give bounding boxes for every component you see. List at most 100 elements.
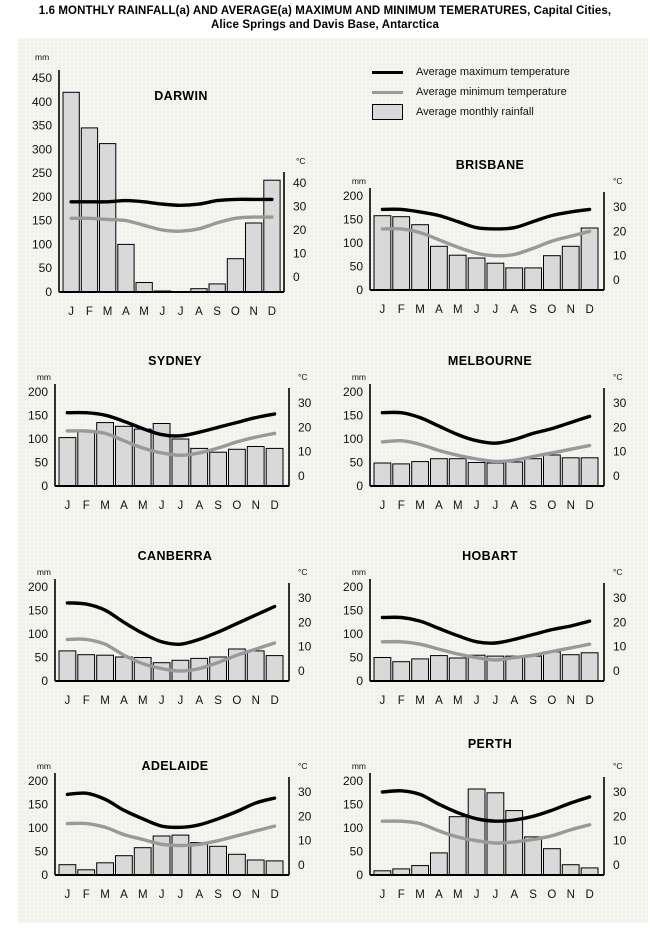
month-label: A: [195, 306, 203, 318]
rain-bar: [209, 451, 227, 487]
rain-bar: [208, 283, 226, 293]
legend-row-min-temp: Average minimum temperature: [372, 82, 638, 102]
mm-tick: 200: [343, 189, 363, 203]
month-label: A: [435, 889, 443, 901]
rainfall-bars: [373, 215, 599, 291]
temp-tick: 30: [613, 396, 627, 410]
rain-bar: [246, 650, 265, 682]
chart-melbourne: MELBOURNE 0 50 100 150 200 0 10 20 30 mm °C J F M A M J J A…: [340, 344, 640, 514]
month-label: J: [493, 304, 499, 316]
temp-tick: 0: [298, 469, 305, 483]
rain-bar: [58, 864, 77, 876]
mm-tick-labels: 0 50 100 150 200: [28, 774, 48, 882]
rain-bar: [543, 454, 561, 487]
month-label: J: [474, 304, 480, 316]
temp-tick: 10: [613, 445, 627, 459]
month-label: O: [232, 889, 241, 901]
month-label: F: [398, 695, 405, 707]
month-label: D: [585, 304, 593, 316]
mm-tick: 150: [28, 798, 48, 812]
month-label: A: [122, 306, 130, 318]
mm-tick: 100: [343, 627, 363, 641]
month-label: S: [529, 500, 537, 512]
month-label: N: [567, 500, 575, 512]
mm-tick: 150: [343, 604, 363, 618]
rain-bar: [430, 655, 448, 682]
mm-tick: 0: [45, 285, 52, 299]
mm-tick: 200: [32, 190, 52, 204]
rain-bar: [80, 127, 99, 293]
month-label: M: [100, 889, 110, 901]
left-axis-unit-label: mm: [352, 176, 366, 186]
temp-tick-labels: 0 10 20 30 40: [293, 176, 307, 284]
max-temp-line: [69, 197, 274, 208]
temp-tick: 20: [298, 420, 312, 434]
temp-tick: 20: [613, 615, 627, 629]
max-temp-line: [380, 410, 592, 445]
month-label: A: [510, 889, 518, 901]
month-label: M: [415, 695, 425, 707]
mm-tick: 100: [28, 627, 48, 641]
rain-bar: [115, 855, 133, 876]
legend-row-rainfall: Average monthly rainfall: [372, 102, 638, 122]
legend: Average maximum temperature Average mini…: [372, 62, 638, 122]
temp-tick-labels: 0 10 20 30: [613, 396, 627, 483]
max-temp-line-swatch: [372, 70, 403, 74]
rain-bar: [448, 458, 467, 487]
mm-tick: 100: [28, 821, 48, 835]
mm-tick-labels: 0 50 100 150 200: [28, 385, 48, 493]
mm-tick: 0: [41, 674, 48, 688]
temp-tick: 20: [613, 809, 627, 823]
temp-tick: 10: [613, 249, 627, 263]
month-label: D: [268, 306, 276, 318]
month-label: J: [380, 889, 386, 901]
chart-darwin: DARWIN 0 50 100 150 200 250 300 350 400 450 0 10 20 30…: [25, 48, 337, 323]
rain-bar: [411, 658, 429, 682]
rain-bar: [486, 462, 505, 487]
rain-bar: [133, 847, 152, 876]
right-axis-unit-label: °C: [296, 156, 306, 166]
temp-tick: 10: [293, 247, 307, 261]
month-label: S: [529, 889, 537, 901]
min-temp-line: [65, 429, 277, 458]
month-label: O: [232, 500, 241, 512]
temp-tick-labels: 0 10 20 30: [298, 591, 312, 678]
month-label: O: [547, 304, 556, 316]
month-label: M: [415, 304, 425, 316]
month-label: M: [139, 306, 149, 318]
mm-tick: 50: [350, 651, 364, 665]
rain-bar: [561, 654, 580, 682]
rain-bar: [115, 656, 133, 682]
rain-bar: [226, 258, 245, 293]
month-label: M: [138, 695, 148, 707]
rain-bar: [373, 215, 392, 291]
month-label: M: [453, 304, 463, 316]
month-label: A: [195, 500, 203, 512]
rain-bar: [524, 836, 542, 876]
rain-bar: [561, 457, 580, 487]
left-axis-unit-label: mm: [37, 761, 51, 771]
month-label: A: [195, 695, 203, 707]
chart-title-perth: PERTH: [467, 737, 513, 751]
month-label: M: [415, 500, 425, 512]
right-axis-unit-label: °C: [298, 372, 308, 382]
rain-bar: [133, 428, 152, 487]
mm-tick: 0: [41, 868, 48, 882]
legend-label-rainfall: Average monthly rainfall: [416, 106, 534, 118]
right-axis-unit-label: °C: [613, 761, 623, 771]
month-label: J: [159, 500, 165, 512]
legend-row-max-temp: Average maximum temperature: [372, 62, 638, 82]
max-temp-line: [65, 601, 277, 646]
rain-bar: [448, 816, 467, 876]
month-label: J: [493, 889, 499, 901]
mm-tick: 150: [32, 214, 52, 228]
month-label: J: [380, 500, 386, 512]
month-label: F: [86, 306, 93, 318]
month-label: N: [567, 889, 575, 901]
temp-tick: 30: [298, 591, 312, 605]
